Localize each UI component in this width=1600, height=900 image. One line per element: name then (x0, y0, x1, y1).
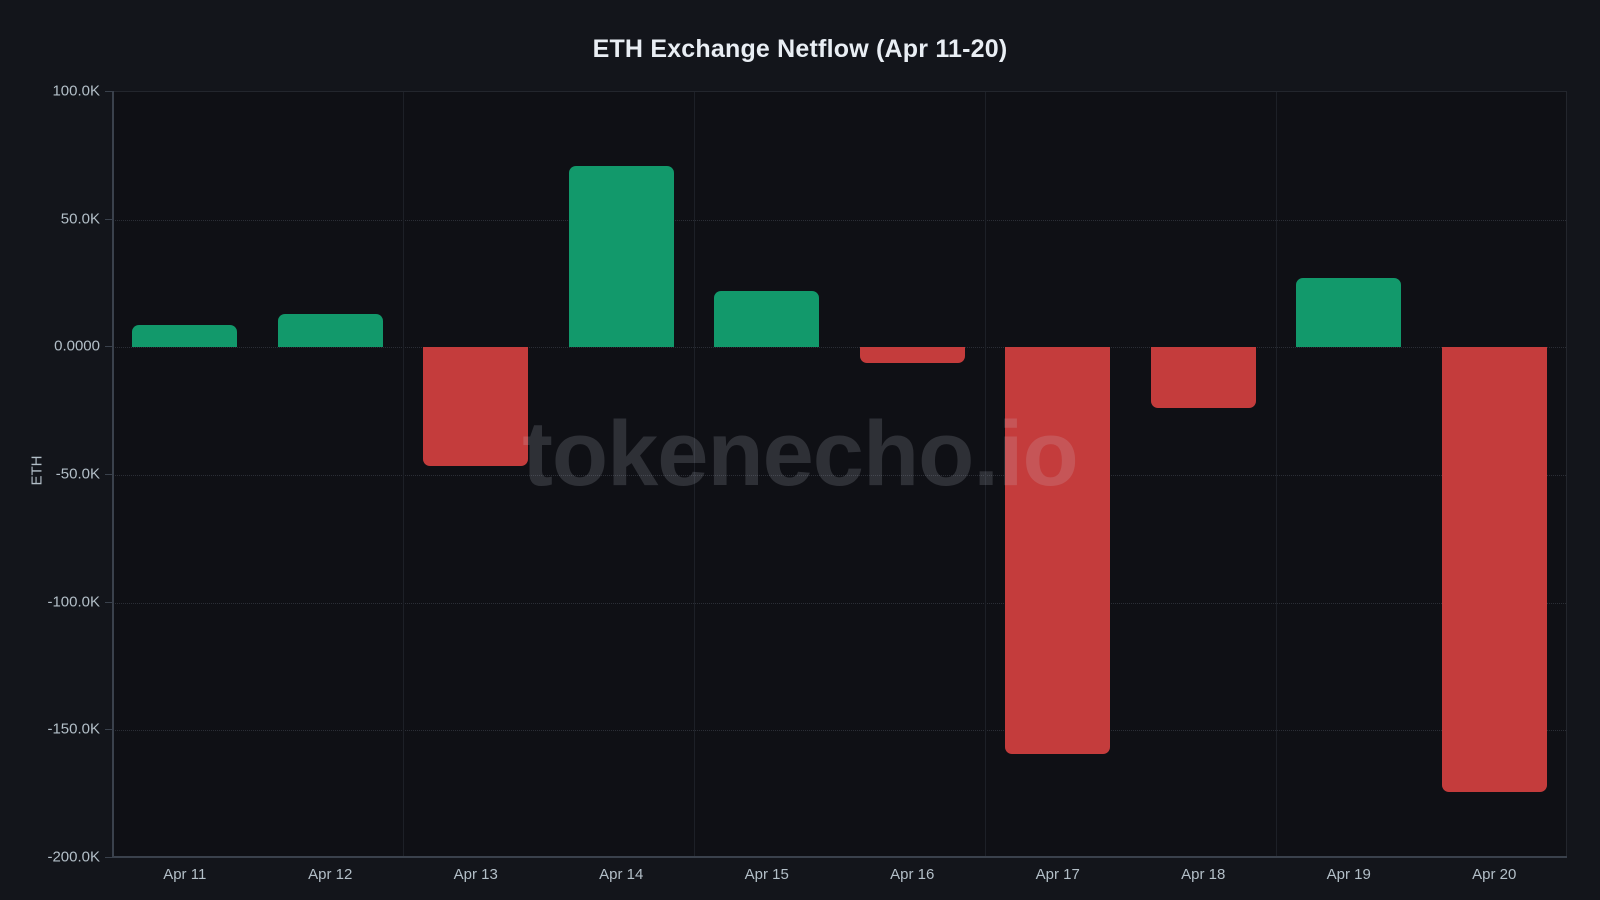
h-gridline (112, 475, 1566, 476)
bar-apr-17 (1005, 347, 1111, 755)
x-tick-label: Apr 18 (1181, 866, 1226, 883)
x-axis-line (112, 856, 1567, 858)
y-tick-label: 0.0000 (54, 337, 100, 355)
h-gridline (112, 602, 1566, 604)
v-gridline (403, 92, 404, 857)
y-tick-mark (105, 218, 113, 220)
bar-apr-20 (1441, 347, 1547, 792)
bar-apr-19 (1296, 277, 1402, 348)
y-tick-label: 50.0K (60, 210, 100, 228)
h-gridline (112, 219, 1566, 221)
bar-apr-18 (1150, 347, 1256, 408)
y-tick-mark (105, 729, 113, 731)
bar-apr-13 (423, 347, 529, 467)
x-tick-label: Apr 15 (744, 866, 789, 883)
x-tick-label: Apr 19 (1326, 866, 1371, 883)
x-tick-label: Apr 17 (1035, 866, 1080, 883)
x-tick-label: Apr 14 (599, 866, 644, 883)
y-tick-mark (105, 346, 113, 348)
v-gridline (694, 92, 695, 857)
x-tick-label: Apr 20 (1472, 866, 1517, 883)
bar-apr-14 (568, 166, 674, 348)
bar-apr-11 (132, 324, 238, 348)
y-tick-mark (105, 91, 113, 92)
y-tick-label: 100.0K (52, 82, 100, 100)
y-tick-label: -100.0K (47, 593, 100, 611)
y-tick-label: -50.0K (55, 465, 100, 483)
h-gridline (112, 347, 1566, 349)
v-gridline (985, 92, 986, 857)
x-tick-label: Apr 16 (890, 866, 935, 883)
x-tick-label: Apr 11 (163, 866, 207, 883)
v-gridline (1276, 92, 1277, 857)
bar-apr-12 (277, 314, 383, 348)
chart-title: ETH Exchange Netflow (Apr 11-20) (592, 35, 1008, 63)
h-gridline (112, 730, 1566, 732)
y-tick-mark (105, 857, 113, 858)
y-tick-label: -150.0K (47, 720, 100, 738)
y-tick-label: -200.0K (47, 848, 100, 866)
bar-apr-16 (859, 347, 965, 363)
plot-area (112, 91, 1567, 857)
bar-apr-15 (714, 291, 820, 348)
y-tick-mark (105, 474, 113, 475)
y-axis-line (112, 91, 114, 857)
x-tick-label: Apr 13 (453, 866, 498, 883)
y-tick-mark (105, 601, 113, 603)
x-tick-label: Apr 12 (308, 866, 353, 883)
